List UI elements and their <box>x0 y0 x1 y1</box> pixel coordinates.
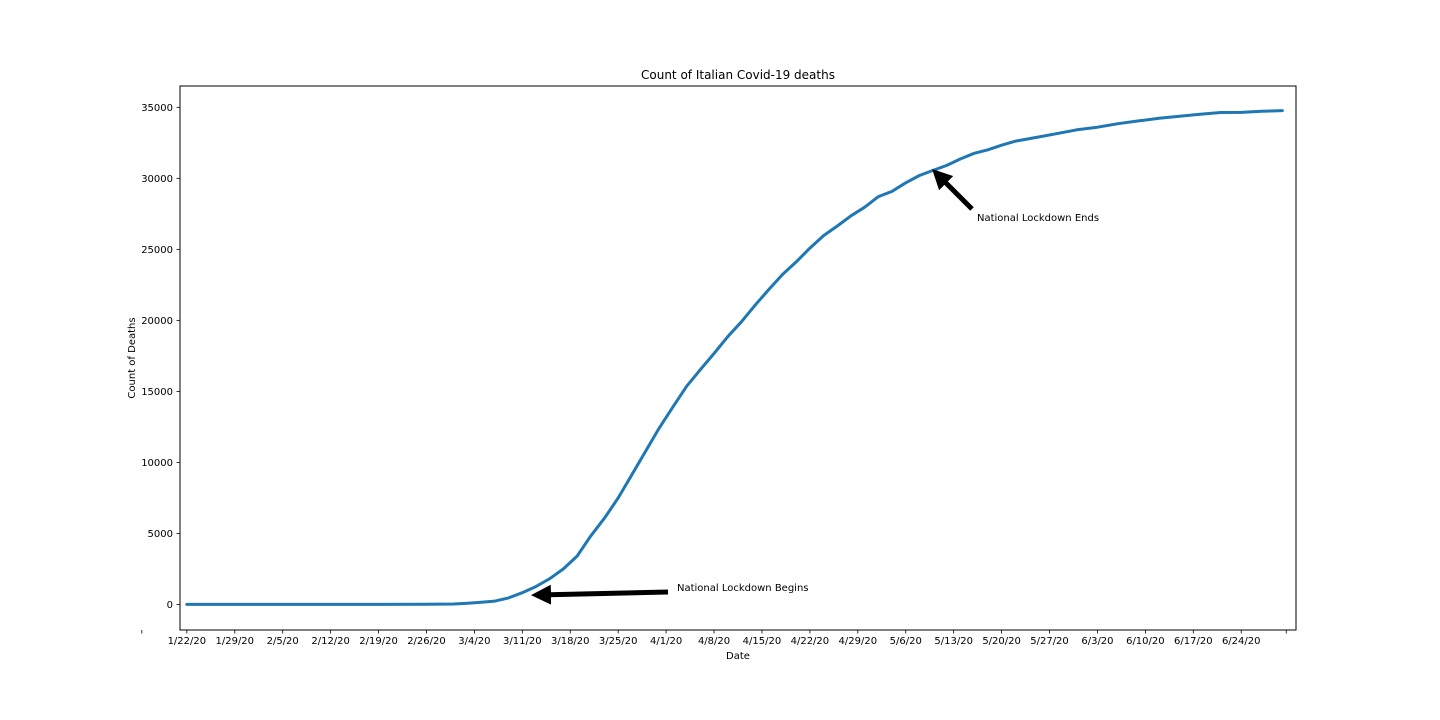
lockdown-ends-arrow <box>932 169 974 211</box>
lockdown-begins-arrow <box>531 584 669 605</box>
x-tick-label: 4/15/20 <box>743 636 782 647</box>
x-tick-label: 4/29/20 <box>839 636 878 647</box>
lockdown-ends-label: National Lockdown Ends <box>977 213 1099 224</box>
x-tick-label: 4/1/20 <box>650 636 682 647</box>
chart-title: Count of Italian Covid-19 deaths <box>641 68 835 82</box>
plot-area <box>179 85 1297 631</box>
x-tick-label: 2/26/20 <box>407 636 446 647</box>
x-tick-label: 5/6/20 <box>890 636 922 647</box>
x-tick-label: 3/11/20 <box>503 636 542 647</box>
y-axis: 0 5000 10000 15000 20000 25000 30000 35000 <box>141 103 180 611</box>
x-tick-label: 5/20/20 <box>982 636 1021 647</box>
lockdown-begins-label: National Lockdown Begins <box>677 583 809 594</box>
x-tick-label: 3/4/20 <box>458 636 490 647</box>
x-tick-label: 1/29/20 <box>215 636 254 647</box>
x-tick-label: 2/19/20 <box>359 636 398 647</box>
x-tick-label: 6/17/20 <box>1174 636 1213 647</box>
x-axis: 1/22/20 1/29/20 2/5/20 2/12/20 2/19/20 2/26/2… <box>141 630 1287 647</box>
y-tick-label: 0 <box>167 600 173 611</box>
x-tick-label: 2/5/20 <box>267 636 299 647</box>
y-tick-label: 10000 <box>141 458 173 469</box>
deaths-series-line <box>185 109 1284 606</box>
y-tick-label: 15000 <box>141 387 173 398</box>
y-axis-title: Count of Deaths <box>127 317 138 398</box>
x-tick-label: 5/27/20 <box>1030 636 1069 647</box>
x-tick-label: 3/25/20 <box>599 636 638 647</box>
x-tick-label: 2/12/20 <box>311 636 350 647</box>
x-tick-label: 4/8/20 <box>698 636 730 647</box>
y-tick-label: 5000 <box>148 529 173 540</box>
x-tick-label: 4/22/20 <box>791 636 830 647</box>
x-tick-label: 6/24/20 <box>1222 636 1261 647</box>
y-tick-label: 30000 <box>141 174 173 185</box>
x-tick-label: 5/13/20 <box>934 636 973 647</box>
x-tick-label: 1/22/20 <box>168 636 207 647</box>
y-tick-label: 35000 <box>141 103 173 114</box>
annotations: National Lockdown Begins National Lockdo… <box>531 169 1099 605</box>
x-tick-label: 3/18/20 <box>551 636 590 647</box>
y-tick-label: 25000 <box>141 245 173 256</box>
y-tick-label: 20000 <box>141 316 173 327</box>
x-axis-title: Date <box>726 651 750 662</box>
x-tick-label: 6/3/20 <box>1081 636 1113 647</box>
x-tick-label: 6/10/20 <box>1126 636 1165 647</box>
